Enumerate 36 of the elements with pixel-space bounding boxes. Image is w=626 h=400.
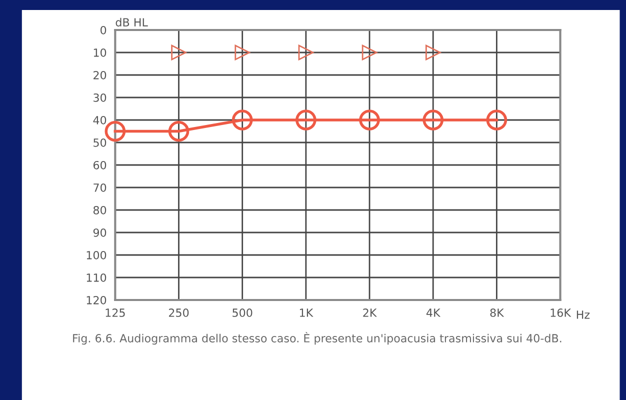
point: [234, 44, 250, 60]
point: [298, 44, 314, 60]
y-tick-label: 110: [86, 273, 106, 282]
point: [168, 120, 190, 142]
y-tick-label: 50: [94, 138, 106, 147]
x-tick-label: 1K: [300, 308, 314, 317]
y-tick-label: 40: [93, 116, 106, 124]
y-tick-label: 0: [100, 26, 106, 34]
y-tick-label: 100: [86, 250, 106, 260]
y-tick-label: 90: [93, 228, 106, 237]
x-tick-label: 16K: [550, 308, 572, 317]
point: [296, 110, 316, 130]
y-tick-label: 30: [94, 93, 106, 102]
y-tick-label: 70: [94, 183, 106, 192]
x-tick-label: 500: [232, 308, 252, 317]
point: [486, 110, 508, 130]
y-tick-label: 80: [93, 206, 106, 214]
x-tick-label: 125: [106, 308, 125, 317]
x-tick-label: 250: [168, 308, 189, 317]
x-tick-label: 2K: [363, 308, 377, 317]
caption: Fig. 6.6. Audiogramma dello stesso caso. È presente un'ipoacusia trasmissiva sui 40-dB.: [73, 332, 562, 345]
x-tick-label: 4K: [426, 308, 441, 317]
point: [232, 110, 253, 130]
x-tick-label: 8K: [490, 308, 504, 317]
y-axis-title: dB HL: [116, 18, 148, 26]
point: [422, 110, 444, 130]
y-tick-label: 10: [94, 48, 106, 57]
x-axis-title: Hz: [576, 310, 590, 319]
y-tick-label: 120: [86, 296, 106, 304]
y-tick-label: 60: [93, 160, 106, 170]
y-tick-label: 20: [94, 70, 106, 80]
point: [359, 110, 380, 130]
point: [425, 44, 441, 60]
point: [362, 44, 378, 60]
point: [104, 120, 126, 142]
point: [171, 44, 186, 60]
